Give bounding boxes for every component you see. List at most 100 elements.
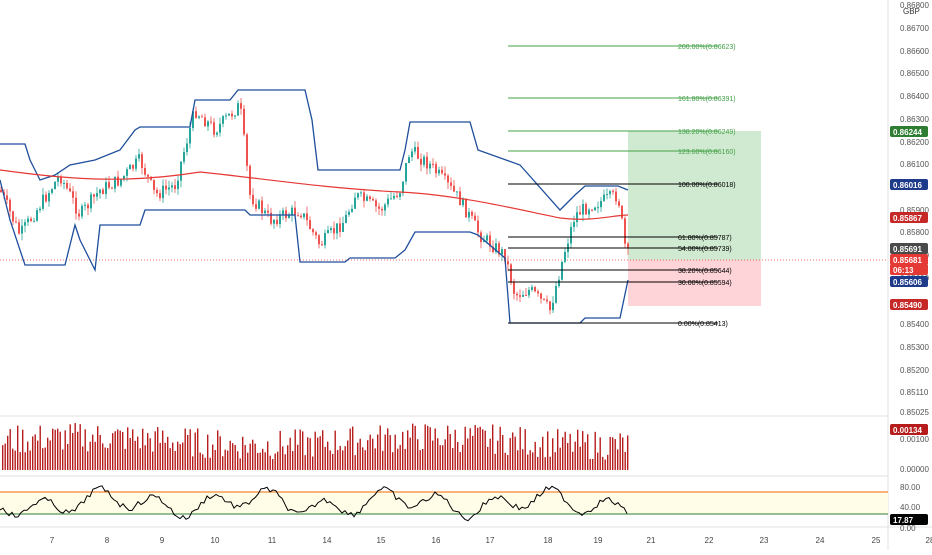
volume-bar (424, 424, 426, 470)
candle (135, 155, 137, 172)
price-badge: 0.85490 (890, 299, 928, 310)
volume-bar (479, 426, 481, 470)
target-zone[interactable] (628, 131, 761, 260)
volume-bar (394, 434, 396, 470)
volume-bar (234, 444, 236, 470)
candle (564, 247, 566, 264)
candle (468, 207, 470, 222)
candle (144, 163, 146, 177)
volume-bar (444, 439, 446, 470)
candle (456, 191, 458, 197)
price-tick-label: 0.86100 (900, 160, 929, 169)
volume-bar (94, 441, 96, 470)
candle (417, 141, 419, 160)
volume-bar (359, 438, 361, 470)
volume-bar (542, 436, 544, 470)
volume-bar (194, 432, 196, 470)
fib-level-label: 123.60%(0.86160) (678, 149, 736, 156)
volume-bar (294, 429, 296, 470)
price-tick-label: 0.85110 (900, 388, 929, 397)
volume-bar (27, 441, 29, 470)
candle (150, 176, 152, 182)
volume-bar (244, 445, 246, 470)
candle (27, 215, 29, 227)
price-badge: 0.86016 (890, 179, 928, 190)
candle (183, 147, 185, 165)
candle (33, 217, 35, 223)
candle (357, 192, 359, 200)
volume-bar (537, 456, 539, 470)
volume-bar (82, 446, 84, 470)
volume-bar (397, 448, 399, 470)
candle (306, 206, 308, 226)
volume-bar (304, 455, 306, 470)
candle (261, 196, 263, 220)
candle (507, 255, 509, 272)
candle (45, 191, 47, 204)
volume-bars (2, 423, 629, 470)
volume-bar (129, 438, 131, 470)
volume-bar (349, 428, 351, 470)
price-axis[interactable]: 0.86800 0.86700 0.86600 0.86500 0.86400 0.863… (900, 1, 929, 417)
volume-bar (609, 436, 611, 470)
volume-bar (57, 428, 59, 470)
volume-bar (232, 443, 234, 470)
volume-bar (122, 432, 124, 470)
candle (264, 208, 266, 216)
candle (393, 193, 395, 201)
volume-bar (339, 445, 341, 470)
volume-bar (144, 445, 146, 470)
volume-bar (334, 430, 336, 470)
candle (429, 161, 431, 174)
price-tick-label: 0.86200 (900, 138, 929, 147)
candle (138, 148, 140, 162)
price-tick-label: 0.85300 (900, 343, 929, 352)
volume-bar (267, 441, 269, 470)
candle (12, 210, 14, 225)
volume-bar (429, 427, 431, 470)
volume-bar (472, 435, 474, 470)
stop-zone[interactable] (628, 260, 761, 306)
volume-bar (412, 423, 414, 470)
volume-bar (259, 452, 261, 470)
candle (78, 209, 80, 221)
volume-bar (422, 448, 424, 470)
candle (141, 151, 143, 175)
candle (351, 204, 353, 213)
volume-bar (102, 443, 104, 470)
volume-bar (92, 434, 94, 470)
fib-level-label: 38.20%(0.85644) (678, 268, 732, 275)
candle (603, 189, 605, 203)
oscillator-band (0, 492, 888, 514)
volume-bar (409, 437, 411, 470)
candle (282, 207, 284, 221)
volume-bar (17, 425, 19, 470)
volume-bar (19, 452, 21, 470)
candle (609, 189, 611, 199)
candle (69, 183, 71, 193)
candle (348, 209, 350, 217)
candle (339, 217, 341, 238)
candle (237, 100, 239, 116)
volume-bar (404, 448, 406, 470)
volume-bar (272, 459, 274, 470)
fib-level-label: 0.00%(0.85413) (678, 321, 728, 328)
fib-retracement[interactable]: 200.00%(0.86623) 161.80%(0.86391) 138.20%(… (508, 44, 736, 328)
volume-bar (614, 439, 616, 470)
candle (510, 262, 512, 286)
candle (531, 284, 533, 292)
candle (162, 179, 164, 203)
candle (120, 178, 122, 188)
fib-level-label: 138.20%(0.86249) (678, 129, 736, 136)
volume-bar (382, 450, 384, 470)
candle (411, 148, 413, 161)
volume-bar (39, 425, 41, 470)
candle (207, 120, 209, 132)
candle (597, 201, 599, 214)
volume-bar (37, 440, 39, 470)
volume-bar (452, 448, 454, 470)
svg-text:0.85490: 0.85490 (893, 301, 922, 310)
time-axis[interactable]: 7 8 9 10 11 14 15 16 17 18 19 21 22 23 24 25 28 (50, 536, 932, 545)
